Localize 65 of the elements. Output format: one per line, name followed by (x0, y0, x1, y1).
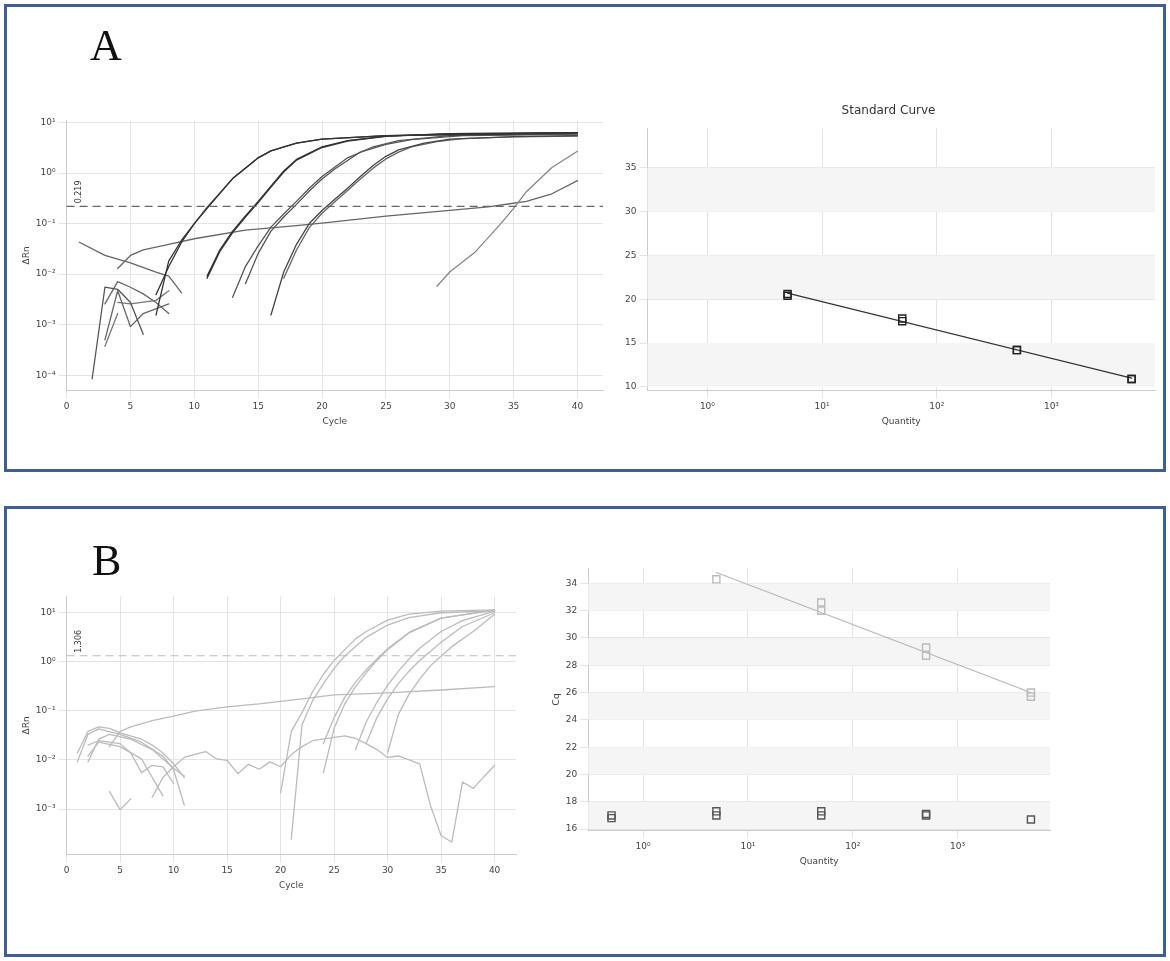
x-tick-label: 25 (328, 865, 340, 876)
y-tick-label: 10⁻³ (35, 803, 56, 814)
y-tick-label: 10⁰ (40, 655, 56, 666)
y-tick-label: 10⁻¹ (35, 217, 56, 228)
text: B (92, 535, 122, 586)
x-axis-title: Cycle (322, 415, 348, 426)
x-axis-title: Quantity (799, 855, 840, 866)
y-tick-label: 30 (565, 632, 578, 643)
x-tick-label: 10¹ (740, 841, 756, 852)
x-tick-label: 15 (221, 865, 233, 876)
y-tick-label: 10¹ (40, 606, 56, 617)
y-tick-label: 34 (565, 577, 578, 588)
y-tick-label: 24 (565, 714, 578, 725)
y-tick-label: 30 (625, 205, 637, 216)
x-axis-title: Cycle (279, 879, 305, 890)
x-tick-label: 25 (380, 401, 392, 412)
y-tick-label: 10⁰ (40, 167, 56, 178)
x-tick-label: 10¹ (814, 401, 831, 412)
chart-title: Standard Curve (841, 103, 936, 118)
x-tick-label: 10 (167, 865, 180, 876)
y-tick-label: 28 (565, 659, 578, 670)
y-tick-label: 20 (565, 768, 578, 779)
x-tick-label: 30 (381, 865, 394, 876)
y-tick-label: 10⁻³ (35, 318, 56, 329)
ref-line-label: 1.306 (73, 629, 83, 653)
x-tick-label: 40 (571, 401, 584, 412)
y-tick-label: 22 (565, 741, 578, 752)
x-tick-label: 30 (444, 401, 456, 412)
y-tick-label: 10 (625, 381, 637, 392)
ref-line-label: 0.219 (73, 180, 83, 204)
y-tick-label: 25 (625, 249, 637, 260)
y-axis-title: ΔRn (20, 716, 31, 735)
y-tick-label: 10⁻² (35, 754, 56, 765)
x-tick-label: 40 (488, 865, 501, 876)
y-tick-label: 10⁻¹ (35, 705, 56, 716)
x-tick-label: 5 (117, 865, 123, 876)
x-tick-label: 0 (63, 401, 70, 412)
x-tick-label: 15 (252, 401, 264, 412)
y-tick-label: 32 (565, 605, 578, 616)
y-tick-label: 26 (565, 686, 578, 697)
x-tick-label: 5 (127, 401, 134, 412)
x-tick-label: 20 (316, 401, 329, 412)
x-tick-label: 10⁰ (635, 841, 651, 852)
x-tick-label: 35 (435, 865, 447, 876)
y-axis-title: Cq (550, 693, 561, 706)
x-axis-title: Quantity (881, 415, 922, 426)
x-tick-label: 35 (507, 401, 520, 412)
text: A (90, 20, 122, 71)
x-tick-label: 0 (63, 865, 70, 876)
x-tick-label: 10 (188, 401, 201, 412)
y-tick-label: 16 (565, 823, 578, 834)
y-tick-label: 10⁻² (35, 268, 56, 279)
x-tick-label: 10² (845, 841, 861, 852)
x-tick-label: 10³ (950, 841, 966, 852)
y-tick-label: 20 (625, 293, 637, 304)
y-tick-label: 10¹ (40, 116, 56, 127)
y-tick-label: 10⁻⁴ (35, 369, 56, 380)
x-tick-label: 20 (274, 865, 287, 876)
y-tick-label: 15 (625, 337, 637, 348)
y-axis-title: ΔRn (20, 246, 31, 265)
x-tick-label: 10³ (1043, 401, 1060, 412)
y-tick-label: 18 (565, 796, 578, 807)
y-tick-label: 35 (625, 162, 637, 173)
x-tick-label: 10² (929, 401, 945, 412)
x-tick-label: 10⁰ (699, 401, 716, 412)
